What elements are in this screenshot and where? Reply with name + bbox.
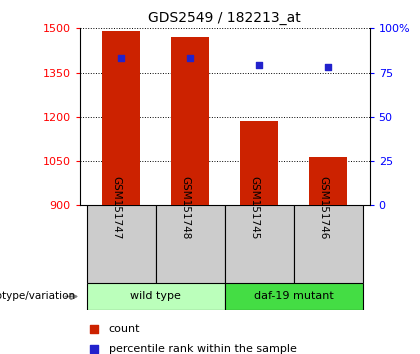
Point <box>187 56 194 61</box>
Title: GDS2549 / 182213_at: GDS2549 / 182213_at <box>148 11 301 24</box>
Bar <box>294 205 363 283</box>
Bar <box>225 205 294 283</box>
Point <box>91 346 97 352</box>
Bar <box>309 157 347 205</box>
Text: wild type: wild type <box>130 291 181 302</box>
Text: genotype/variation: genotype/variation <box>0 291 76 302</box>
Point <box>325 64 331 70</box>
Text: percentile rank within the sample: percentile rank within the sample <box>109 344 297 354</box>
Bar <box>171 37 209 205</box>
Text: GSM151745: GSM151745 <box>249 176 259 239</box>
Bar <box>87 283 225 310</box>
Bar <box>240 121 278 205</box>
Point <box>118 56 125 61</box>
Bar <box>156 205 225 283</box>
Bar <box>87 205 156 283</box>
Text: GSM151747: GSM151747 <box>111 176 121 239</box>
Bar <box>102 31 140 205</box>
Text: GSM151748: GSM151748 <box>180 176 190 239</box>
Bar <box>225 283 363 310</box>
Text: count: count <box>109 324 140 334</box>
Point <box>256 63 262 68</box>
Point <box>91 326 97 332</box>
Text: daf-19 mutant: daf-19 mutant <box>254 291 333 302</box>
Text: GSM151746: GSM151746 <box>318 176 328 239</box>
